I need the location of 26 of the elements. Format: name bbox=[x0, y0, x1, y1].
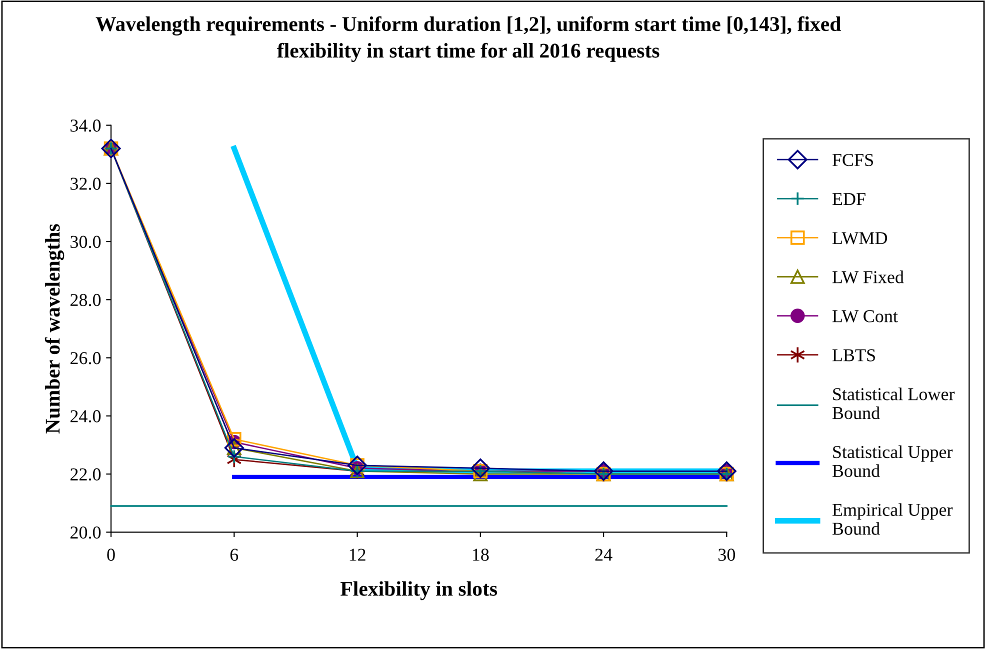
x-tick-label: 12 bbox=[350, 548, 366, 561]
x-tick-label: 30 bbox=[718, 548, 736, 561]
y-axis-title: Number of wavelengths bbox=[44, 224, 64, 434]
y-tick-label: 34.0 bbox=[70, 120, 101, 132]
y-tick-label: 24.0 bbox=[70, 410, 101, 422]
legend-label: Empirical Upper Bound bbox=[832, 503, 953, 535]
legend-label: LW Fixed bbox=[832, 270, 904, 284]
y-tick-label: 20.0 bbox=[70, 526, 101, 539]
y-tick-label: 26.0 bbox=[70, 352, 101, 364]
x-tick-label: 18 bbox=[472, 548, 489, 561]
legend-label: Statistical Lower Bound bbox=[832, 388, 955, 420]
x-tick-label: 6 bbox=[230, 548, 238, 561]
x-tick-label: 0 bbox=[107, 548, 115, 561]
y-tick-label: 22.0 bbox=[70, 468, 101, 481]
legend-label: Statistical Upper Bound bbox=[832, 445, 953, 478]
y-tick-label: 32.0 bbox=[70, 178, 101, 190]
legend-label: LWMD bbox=[832, 232, 888, 244]
legend-label: EDF bbox=[832, 193, 866, 205]
legend-label: LBTS bbox=[832, 349, 875, 362]
legend-label: FCFS bbox=[832, 154, 873, 166]
legend-label: LW Cont bbox=[832, 310, 898, 322]
x-tick-label: 24 bbox=[595, 548, 612, 561]
y-tick-label: 30.0 bbox=[70, 236, 101, 248]
chart-title: Wavelength requirements - Uniform duration [1,2], uniform start time [0,143], fixed flexibility in start time for all 2016 requests bbox=[96, 16, 841, 62]
y-tick-label: 28.0 bbox=[70, 294, 101, 306]
x-axis-title: Flexibility in slots bbox=[340, 581, 498, 600]
